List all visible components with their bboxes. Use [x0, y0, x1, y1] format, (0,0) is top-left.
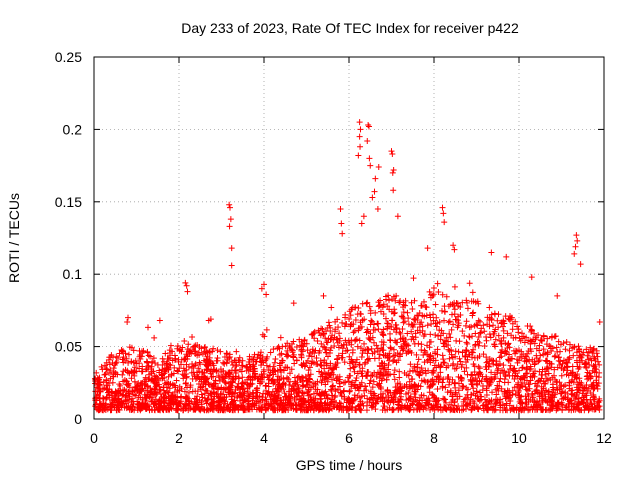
data-point: [183, 282, 190, 289]
data-point: [227, 204, 233, 211]
data-point: [571, 250, 578, 257]
data-point: [528, 274, 535, 281]
data-point: [596, 318, 603, 325]
data-point: [182, 279, 189, 286]
data-point: [357, 143, 364, 150]
data-point: [228, 262, 235, 269]
y-axis-label: ROTI / TECUs: [6, 193, 22, 283]
data-point: [488, 249, 495, 256]
data-point: [388, 148, 395, 155]
data-point: [390, 166, 397, 173]
data-point: [389, 169, 396, 176]
data-point: [156, 317, 163, 324]
data-point: [358, 220, 365, 227]
data-point: [263, 291, 270, 298]
data-point: [365, 122, 372, 129]
data-point: [371, 188, 378, 195]
y-tick-label: 0.05: [55, 339, 82, 355]
x-tick-label: 2: [175, 430, 183, 446]
data-point: [365, 123, 372, 130]
data-point: [258, 285, 265, 292]
data-point: [367, 162, 374, 169]
data-point: [125, 314, 131, 321]
data-point: [372, 175, 379, 182]
data-point: [366, 155, 373, 162]
y-tick-label: 0.15: [55, 194, 82, 210]
data-point: [261, 281, 267, 288]
data-point: [338, 220, 345, 227]
data-point: [226, 223, 233, 230]
x-tick-label: 8: [430, 430, 438, 446]
y-tick-label: 0.25: [55, 49, 82, 65]
data-point: [573, 232, 580, 239]
data-point: [356, 133, 363, 140]
data-points-layer: [91, 119, 603, 414]
y-tick-label: 0.1: [63, 266, 83, 282]
data-point: [184, 288, 191, 295]
data-point: [364, 137, 371, 144]
tick-labels-layer: 0 2 4 6 8 10 12 0 0.05 0.1 0.15 0.2 0.25: [55, 49, 612, 446]
data-point: [424, 245, 431, 252]
grid-layer: [94, 57, 604, 419]
data-point: [574, 237, 581, 244]
x-tick-label: 10: [511, 430, 527, 446]
x-tick-label: 4: [260, 430, 268, 446]
data-point: [450, 242, 457, 249]
data-point: [389, 151, 396, 158]
data-point: [228, 245, 235, 252]
x-tick-label: 12: [596, 430, 612, 446]
data-point: [357, 126, 364, 133]
data-point: [503, 253, 510, 260]
chart-title: Day 233 of 2023, Rate Of TEC Index for r…: [181, 20, 519, 36]
data-point: [554, 292, 561, 299]
data-point: [374, 206, 381, 213]
ticks-layer: [93, 56, 605, 420]
x-axis-label: GPS time / hours: [296, 457, 403, 473]
x-tick-label: 0: [90, 430, 98, 446]
x-tick-label: 6: [345, 430, 353, 446]
data-point: [394, 213, 401, 220]
data-point: [290, 300, 297, 307]
data-point: [360, 213, 367, 220]
data-point: [205, 317, 212, 324]
data-point: [451, 246, 458, 253]
data-point: [227, 216, 234, 223]
data-point: [356, 119, 363, 126]
data-point: [439, 204, 446, 211]
data-point: [390, 187, 397, 194]
data-point: [337, 206, 344, 213]
data-point: [320, 292, 327, 299]
data-point: [339, 230, 346, 237]
data-point: [375, 164, 382, 171]
data-point: [226, 201, 233, 208]
data-point: [124, 318, 131, 325]
data-point: [577, 261, 584, 268]
data-point: [441, 219, 448, 226]
data-point: [369, 194, 376, 201]
data-point: [355, 152, 362, 159]
data-point-cloud: [91, 275, 603, 414]
data-point: [572, 243, 579, 250]
y-tick-label: 0: [74, 411, 82, 427]
y-tick-label: 0.2: [63, 121, 83, 137]
data-point: [440, 210, 447, 217]
